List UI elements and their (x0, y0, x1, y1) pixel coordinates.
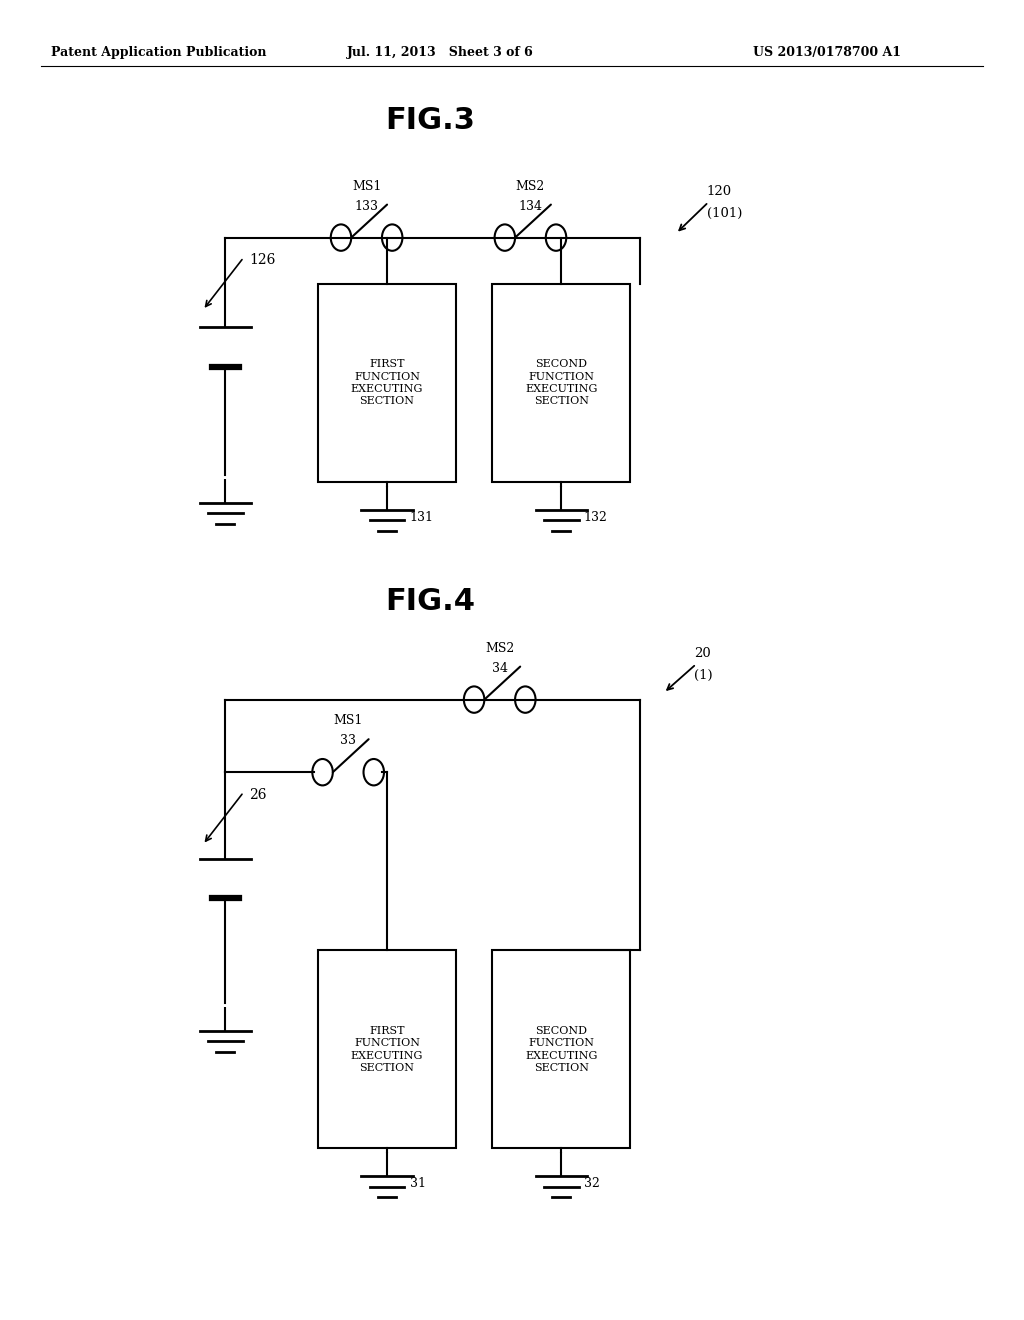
Text: FIRST
FUNCTION
EXECUTING
SECTION: FIRST FUNCTION EXECUTING SECTION (351, 359, 423, 407)
Bar (317, 284, 457, 482)
Text: 131: 131 (410, 511, 433, 524)
Text: FIRST
FUNCTION
EXECUTING
SECTION: FIRST FUNCTION EXECUTING SECTION (351, 1026, 423, 1073)
Text: MS2: MS2 (485, 642, 514, 655)
Bar (493, 950, 631, 1148)
Text: 32: 32 (584, 1177, 600, 1191)
Text: MS1: MS1 (352, 180, 381, 193)
Text: 26: 26 (249, 788, 266, 803)
Text: Jul. 11, 2013   Sheet 3 of 6: Jul. 11, 2013 Sheet 3 of 6 (347, 46, 534, 59)
Text: FIG.4: FIG.4 (385, 587, 475, 616)
Text: 31: 31 (410, 1177, 426, 1191)
Text: (1): (1) (694, 669, 713, 682)
Bar (317, 950, 457, 1148)
Text: 126: 126 (249, 253, 275, 268)
Text: SECOND
FUNCTION
EXECUTING
SECTION: SECOND FUNCTION EXECUTING SECTION (525, 1026, 597, 1073)
Text: 133: 133 (354, 199, 379, 213)
Text: (101): (101) (707, 207, 742, 220)
Text: Patent Application Publication: Patent Application Publication (51, 46, 266, 59)
Text: 134: 134 (518, 199, 543, 213)
Bar (493, 284, 631, 482)
Text: FIG.3: FIG.3 (385, 106, 475, 135)
Text: 34: 34 (492, 661, 508, 675)
Text: US 2013/0178700 A1: US 2013/0178700 A1 (753, 46, 901, 59)
Text: SECOND
FUNCTION
EXECUTING
SECTION: SECOND FUNCTION EXECUTING SECTION (525, 359, 597, 407)
Text: 132: 132 (584, 511, 607, 524)
Text: MS2: MS2 (516, 180, 545, 193)
Text: 33: 33 (340, 734, 356, 747)
Text: 120: 120 (707, 185, 732, 198)
Text: 20: 20 (694, 647, 711, 660)
Text: MS1: MS1 (334, 714, 362, 727)
